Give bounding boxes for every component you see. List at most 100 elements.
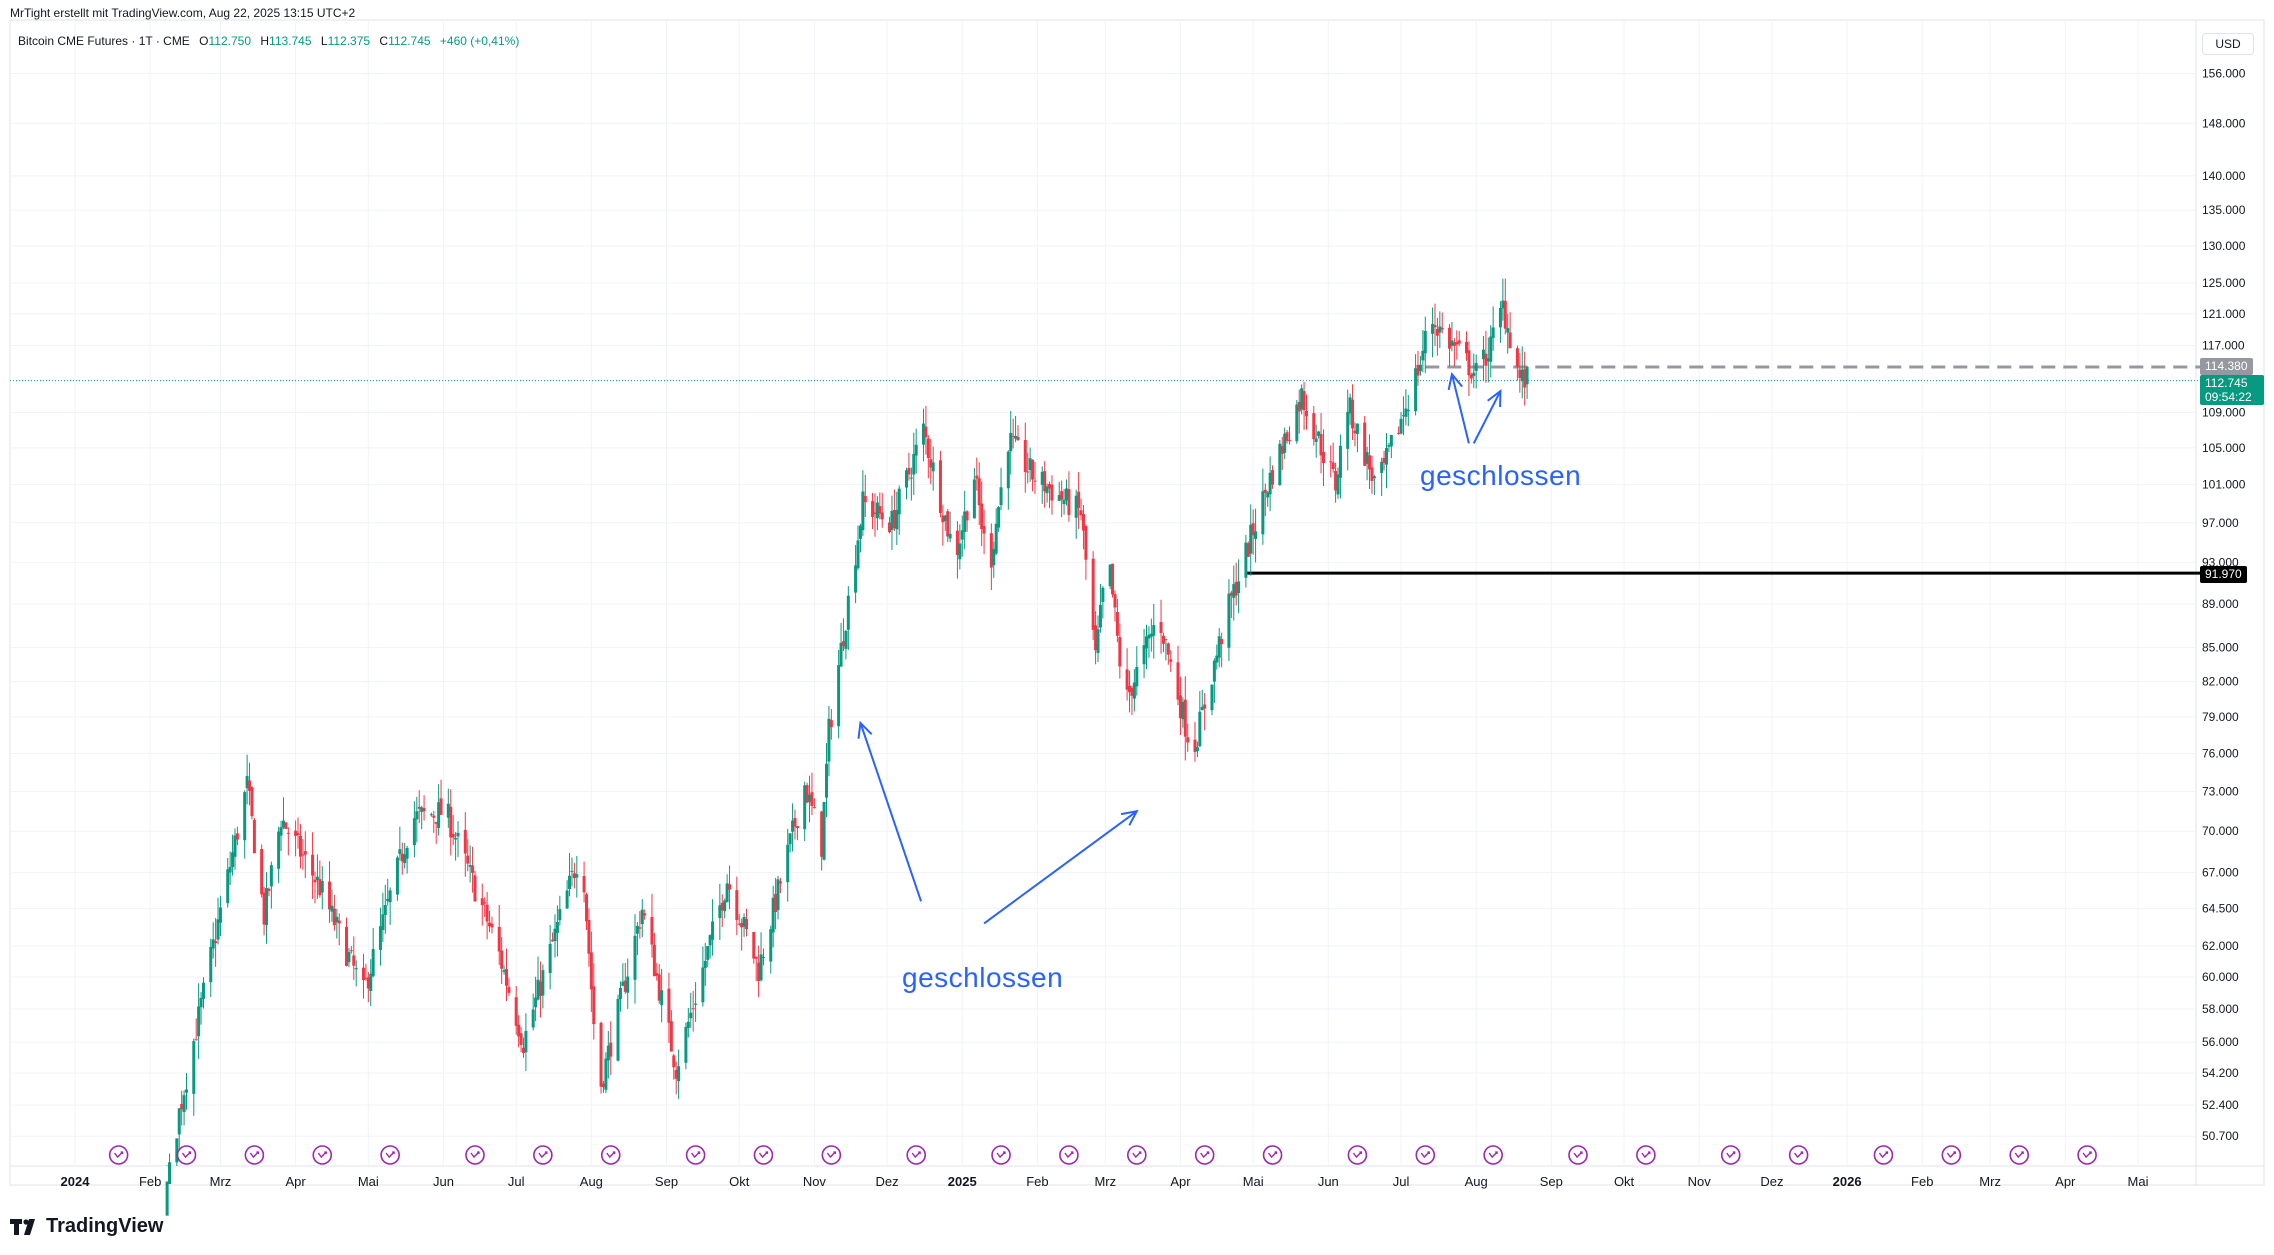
event-marker-icon[interactable] [1788, 1145, 1809, 1165]
candle-up [616, 994, 620, 1062]
candle-body [318, 879, 322, 896]
event-marker-icon[interactable] [1127, 1145, 1147, 1165]
y-tick-label: 101.000 [2202, 478, 2246, 492]
event-marker-icon[interactable] [108, 1145, 129, 1165]
event-marker-icon[interactable] [465, 1145, 485, 1165]
event-marker-icon[interactable] [1059, 1145, 1079, 1165]
candle-body [1351, 399, 1355, 429]
candle-down [301, 838, 305, 870]
tradingview-logo-icon [10, 1218, 35, 1235]
event-marker-icon[interactable] [1941, 1145, 1962, 1165]
candle-body [672, 1055, 676, 1068]
candle-body [1314, 438, 1318, 442]
candle-down [260, 844, 264, 898]
candle-down [1128, 670, 1132, 713]
candle-body [347, 952, 351, 963]
candle-up [218, 895, 222, 936]
candle-up [1212, 658, 1216, 703]
event-marker-icon[interactable] [312, 1145, 333, 1165]
event-marker-ring [1262, 1145, 1283, 1165]
currency-button[interactable]: USD [2202, 33, 2254, 55]
candle-body [502, 970, 506, 972]
candle-body [761, 957, 765, 959]
candle-body [1108, 564, 1112, 587]
event-marker-icon[interactable] [600, 1145, 621, 1165]
event-marker-icon[interactable] [1636, 1145, 1656, 1165]
event-marker-icon[interactable] [1568, 1145, 1588, 1165]
candle-body [177, 1108, 181, 1135]
event-marker-icon[interactable] [753, 1145, 774, 1165]
candle-body [514, 997, 518, 1026]
candle-body [1271, 470, 1275, 485]
candle-down [1304, 394, 1308, 430]
candle-up [1065, 479, 1069, 506]
candle-up [468, 845, 472, 883]
candle-body [1244, 542, 1248, 578]
candle-up [694, 982, 698, 1022]
candle-body [771, 897, 775, 933]
candle-down [286, 827, 290, 856]
candle-body [313, 879, 317, 883]
event-marker-icon[interactable] [1262, 1145, 1283, 1165]
event-marker-icon[interactable] [2009, 1145, 2030, 1165]
event-marker-icon[interactable] [1347, 1145, 1368, 1165]
event-marker-icon[interactable] [1483, 1145, 1503, 1165]
candle-up [706, 945, 710, 967]
candle-down [643, 909, 647, 920]
x-tick-label: Apr [1170, 1174, 1191, 1189]
candle-body [1297, 401, 1301, 412]
event-marker-glyph [317, 1151, 327, 1159]
candle-body [897, 488, 901, 515]
event-marker-icon[interactable] [1873, 1145, 1894, 1165]
candle-body [521, 1047, 525, 1054]
candle-down [982, 509, 986, 555]
candle-up [1096, 615, 1100, 662]
event-marker-icon[interactable] [244, 1145, 265, 1165]
event-marker-icon[interactable] [991, 1145, 1011, 1165]
event-marker-icon[interactable] [685, 1145, 706, 1165]
candle-body [519, 1033, 523, 1045]
candle-up [1380, 457, 1384, 496]
event-marker-icon[interactable] [906, 1145, 926, 1165]
event-marker-icon[interactable] [1194, 1145, 1215, 1165]
candle-body [1115, 612, 1119, 636]
candle-body [999, 487, 1003, 506]
candle-body [335, 916, 339, 923]
event-marker-icon[interactable] [533, 1145, 553, 1165]
candle-up [677, 1049, 681, 1100]
candle-body [1472, 372, 1476, 376]
candle-body [1227, 593, 1231, 648]
candle-body [958, 543, 962, 560]
candle-down [252, 817, 256, 854]
event-marker-icon[interactable] [176, 1145, 197, 1165]
candle-body [185, 1089, 189, 1093]
candle-body [233, 835, 237, 857]
event-marker-icon[interactable] [1720, 1145, 1741, 1165]
y-tick-label: 156.000 [2202, 67, 2246, 81]
candle-body [417, 806, 421, 809]
candle-body [616, 998, 620, 1061]
candle-body [1159, 622, 1163, 634]
event-marker-icon[interactable] [380, 1145, 400, 1165]
candle-body [907, 467, 911, 475]
event-marker-glyph [833, 1151, 836, 1154]
candle-body [657, 974, 661, 1001]
candle-body [905, 470, 909, 488]
candle-up [689, 992, 693, 1028]
candle-body [1195, 747, 1199, 752]
x-tick-label: Jun [433, 1174, 454, 1189]
y-tick-label: 50.700 [2202, 1129, 2239, 1143]
event-marker-icon[interactable] [821, 1145, 842, 1165]
event-marker-icon[interactable] [1415, 1145, 1436, 1165]
event-marker-icon[interactable] [2077, 1145, 2097, 1165]
candle-up [575, 855, 579, 898]
candle-down [337, 913, 341, 946]
candle-up [347, 948, 351, 968]
candle-up [861, 470, 865, 536]
candle-body [1113, 594, 1117, 608]
candle-body [1057, 495, 1061, 501]
candle-body [895, 509, 899, 530]
candle-body [1418, 364, 1422, 372]
event-marker-glyph [606, 1151, 616, 1159]
